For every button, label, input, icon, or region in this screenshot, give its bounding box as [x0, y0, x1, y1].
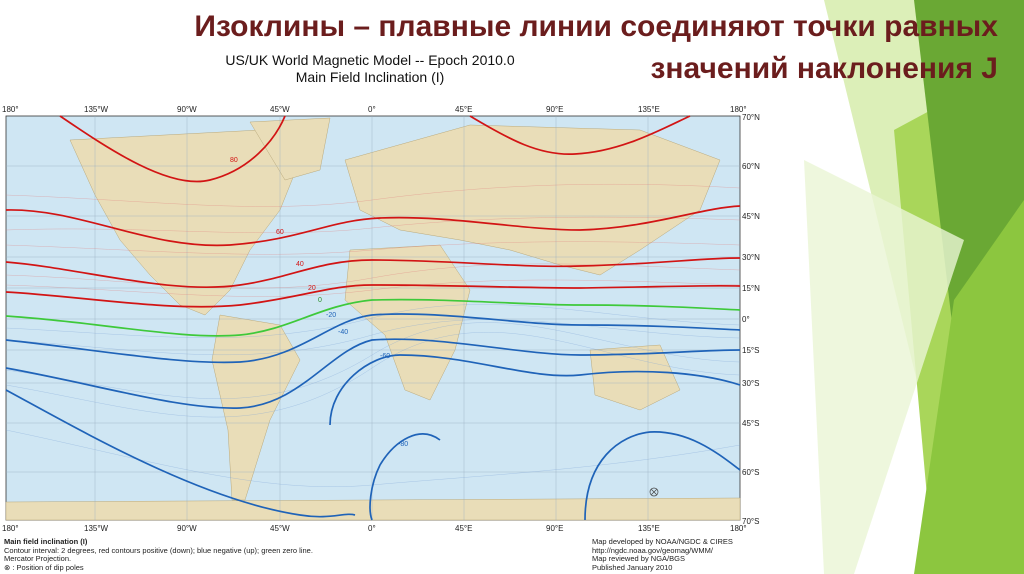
svg-text:30°N: 30°N [742, 253, 760, 262]
svg-text:45°E: 45°E [455, 105, 472, 114]
antarctica [5, 497, 741, 521]
south-america [211, 314, 301, 501]
svg-text:45°S: 45°S [742, 419, 759, 428]
credits-line1: Map developed by NOAA/NGDC & CIRES [592, 537, 733, 546]
contour-label-60: 60 [276, 229, 284, 236]
svg-text:30°S: 30°S [742, 379, 759, 388]
contour-80-west [59, 115, 286, 183]
svg-text:180°: 180° [2, 105, 19, 114]
svg-text:135°W: 135°W [84, 105, 109, 114]
contour-minus60 [5, 389, 356, 518]
map-heading-line1: US/UK World Magnetic Model -- Epoch 2010… [225, 52, 515, 68]
svg-text:45°N: 45°N [742, 212, 760, 221]
map-legend: Main field inclination (I) Contour inter… [4, 537, 313, 572]
inclination-map: 80 60 40 20 0 -20 -40 -60 -80 180° 135°W… [2, 105, 760, 533]
latitude-ticks: 70°N 60°N 45°N 30°N 15°N 0° 15°S 30°S 45… [742, 113, 760, 526]
contour-label-minus60: -60 [380, 353, 390, 360]
svg-text:90°E: 90°E [546, 524, 563, 533]
contour-minus80-south [584, 431, 741, 521]
slide-title: Изоклины – плавные линии соединяют точки… [194, 10, 998, 85]
svg-text:90°W: 90°W [177, 524, 197, 533]
svg-text:60°N: 60°N [742, 162, 760, 171]
svg-text:135°E: 135°E [638, 105, 660, 114]
contour-minus40 [5, 338, 741, 409]
contour-20 [5, 284, 741, 308]
svg-text:0°: 0° [742, 315, 750, 324]
contour-label-20: 20 [308, 285, 316, 292]
credits-line2: http://ngdc.noaa.gov/geomag/WMM/ [592, 545, 713, 555]
australia [589, 344, 681, 411]
contour-minus80-loop [369, 433, 441, 521]
svg-text:180°: 180° [2, 524, 19, 533]
contour-label-minus40: -40 [338, 329, 348, 336]
svg-text:70°N: 70°N [742, 113, 760, 122]
svg-text:0°: 0° [368, 524, 376, 533]
svg-text:70°S: 70°S [742, 517, 759, 526]
svg-text:135°W: 135°W [84, 524, 109, 533]
contour-label-minus20: -20 [326, 312, 336, 319]
contour-minus20 [5, 313, 741, 364]
svg-text:0°: 0° [368, 105, 376, 114]
contour-label-80: 80 [230, 157, 238, 164]
europe-asia [344, 124, 721, 276]
legend-line2: Mercator Projection. [4, 554, 72, 564]
map-credits: Map developed by NOAA/NGDC & CIRES http:… [592, 537, 733, 572]
legend-line3: ⊗ : Position of dip poles [4, 562, 84, 572]
svg-text:15°N: 15°N [742, 284, 760, 293]
svg-text:180°: 180° [730, 105, 747, 114]
longitude-ticks-bottom: 180° 135°W 90°W 45°W 0° 45°E 90°E 135°E … [2, 524, 747, 533]
contour-labels: 80 60 40 20 0 -20 -40 -60 -80 [230, 157, 408, 448]
svg-text:45°E: 45°E [455, 524, 472, 533]
contour-label-40: 40 [296, 261, 304, 268]
major-contours [5, 115, 741, 521]
south-dip-pole-marker [649, 487, 659, 497]
svg-text:45°W: 45°W [270, 105, 290, 114]
decorative-green-triangles [804, 0, 1024, 574]
svg-text:180°: 180° [730, 524, 747, 533]
map-heading: US/UK World Magnetic Model -- Epoch 2010… [120, 52, 620, 86]
svg-text:90°W: 90°W [177, 105, 197, 114]
greenland [249, 117, 331, 181]
longitude-ticks-top: 180° 135°W 90°W 45°W 0° 45°E 90°E 135°E … [2, 105, 747, 114]
contour-0 [5, 298, 741, 337]
contour-label-0: 0 [318, 297, 322, 304]
contour-80-east [469, 115, 691, 155]
contour-60 [5, 205, 741, 247]
map-heading-line2: Main Field Inclination (I) [295, 69, 445, 85]
legend-title: Main field inclination (I) [4, 537, 88, 546]
svg-text:15°S: 15°S [742, 346, 759, 355]
contour-minus60-loop [329, 354, 741, 426]
continents [5, 117, 741, 521]
contour-label-minus80: -80 [398, 441, 408, 448]
svg-text:135°E: 135°E [638, 524, 660, 533]
svg-text:90°E: 90°E [546, 105, 563, 114]
svg-text:60°S: 60°S [742, 468, 759, 477]
svg-text:45°W: 45°W [270, 524, 290, 533]
credits-line3: Map reviewed by NGA/BGS [592, 554, 685, 564]
contour-40 [5, 257, 741, 288]
credits-line4: Published January 2010 [592, 562, 673, 572]
legend-line1: Contour interval: 2 degrees, red contour… [4, 545, 313, 555]
